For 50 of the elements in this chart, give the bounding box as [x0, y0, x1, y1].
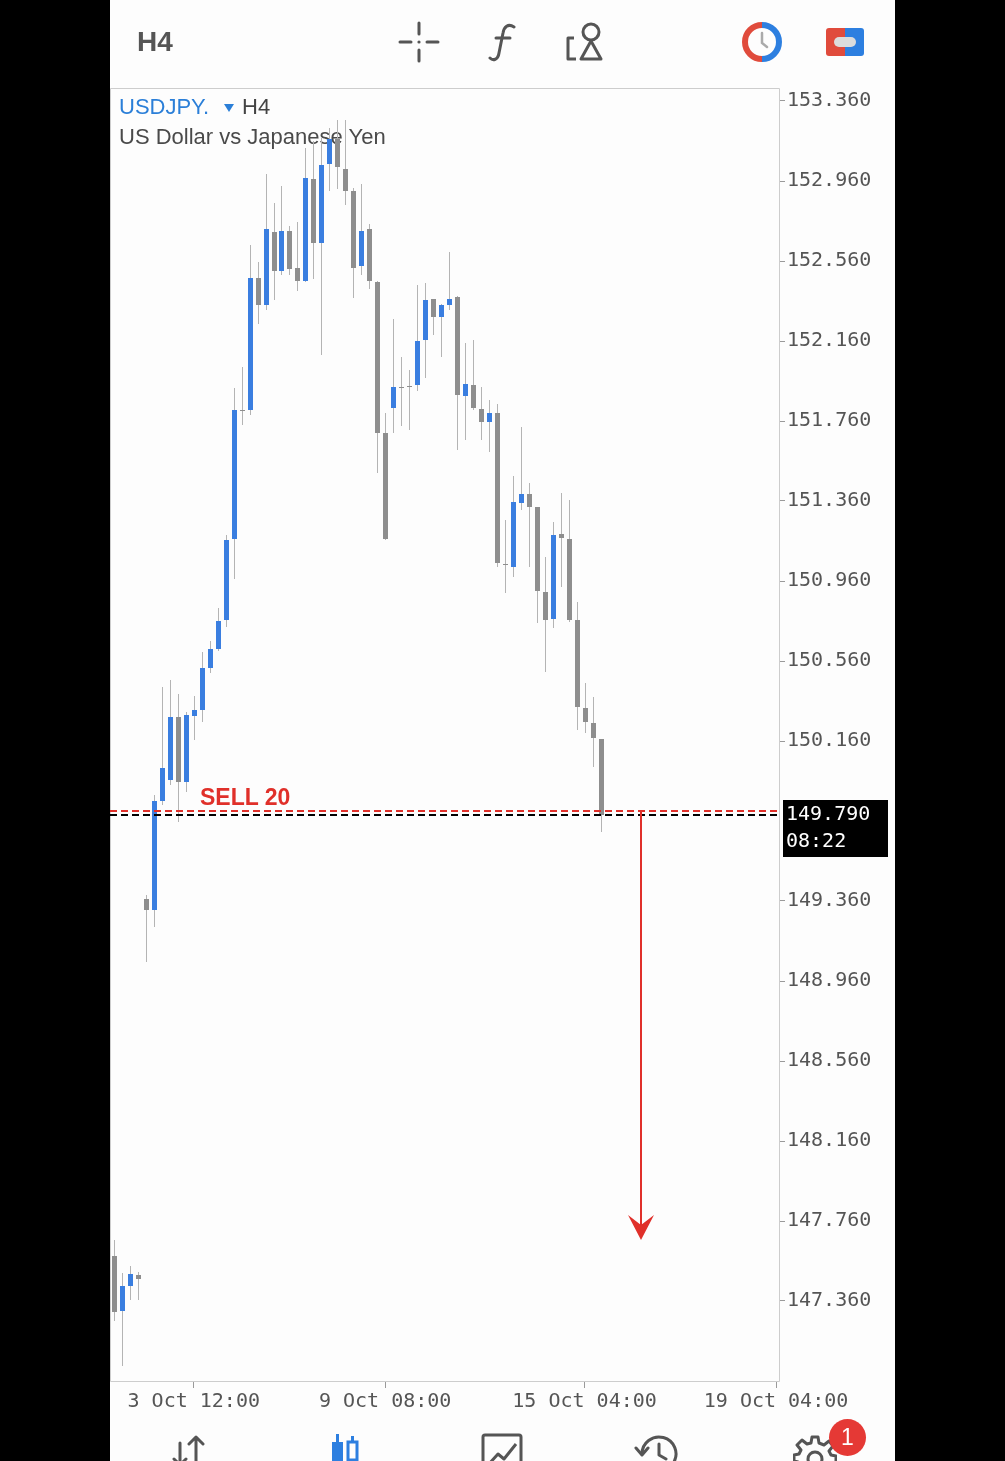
x-tick-label: 9 Oct 08:00 [318, 1388, 452, 1413]
ref-line-label: 149.790 [786, 801, 871, 826]
candlestick [479, 386, 484, 441]
y-tick-label: 150.160 [787, 727, 872, 752]
candlestick [128, 1265, 133, 1301]
y-tick-label: 147.360 [787, 1287, 872, 1312]
candlestick [487, 399, 492, 453]
x-tick-label: 19 Oct 04:00 [703, 1388, 849, 1413]
candlestick [192, 695, 197, 741]
y-tick-label: 152.960 [787, 167, 872, 192]
candlestick [439, 303, 444, 358]
y-tick-label: 150.560 [787, 647, 872, 672]
candlestick [447, 251, 452, 311]
candlestick [471, 339, 476, 411]
candlestick [519, 426, 524, 511]
candlestick [343, 119, 348, 206]
y-tick-label: 149.360 [787, 887, 872, 912]
candlestick [399, 356, 404, 427]
candlestick [295, 221, 300, 292]
candlestick [431, 298, 436, 336]
candlestick [144, 894, 149, 963]
notification-badge: 1 [829, 1419, 866, 1456]
candlestick [503, 519, 508, 594]
annotation: H4 [242, 94, 271, 120]
candlestick [527, 482, 532, 568]
candlestick [240, 366, 245, 426]
y-tick-label: 148.560 [787, 1047, 872, 1072]
x-tick-label: 3 Oct 12:00 [127, 1388, 260, 1413]
candlestick [559, 492, 564, 588]
candlestick [391, 318, 396, 434]
y-tick-label: 151.360 [787, 487, 872, 512]
y-tick-label: 148.960 [787, 967, 872, 992]
ref-line-label: SELL 20 [200, 784, 291, 810]
text: H4 [137, 25, 173, 59]
candlestick [407, 369, 412, 431]
x-tick-label: 15 Oct 04:00 [512, 1388, 657, 1413]
chart-title: USDJPY. [119, 94, 210, 120]
candlestick [591, 696, 596, 768]
y-tick-label: 152.560 [787, 247, 872, 272]
candlestick [136, 1271, 141, 1301]
candlestick [583, 682, 588, 734]
y-tick-label: 150.960 [787, 567, 872, 592]
candlestick [208, 640, 213, 674]
y-tick-label: 148.160 [787, 1127, 872, 1152]
text: 08:22 [786, 828, 847, 853]
y-tick-label: 147.760 [787, 1207, 872, 1232]
y-tick-label: 153.360 [787, 87, 872, 112]
candlestick [463, 342, 468, 441]
y-tick-label: 151.760 [787, 407, 872, 432]
y-tick-label: 152.160 [787, 327, 872, 352]
